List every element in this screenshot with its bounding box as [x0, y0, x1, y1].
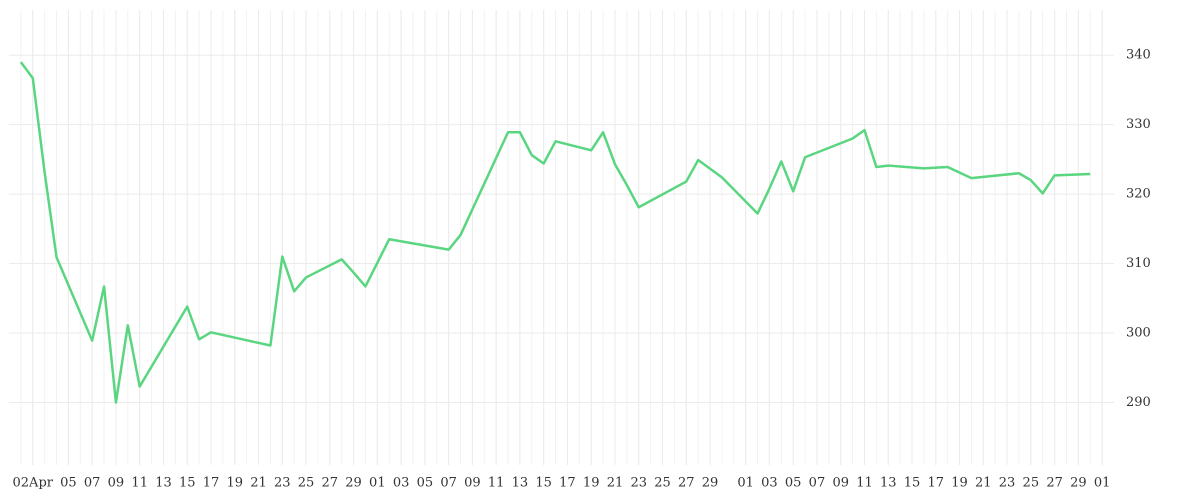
x-tick-label: 01 — [369, 476, 386, 491]
x-tick-label: 15 — [904, 476, 921, 491]
x-tick-label: 19 — [951, 476, 968, 491]
x-tick-label: 23 — [999, 476, 1016, 491]
x-tick-label: 07 — [440, 476, 457, 491]
x-tick-label: 09 — [464, 476, 481, 491]
x-tick-label: 09 — [832, 476, 849, 491]
x-tick-label: 17 — [559, 476, 576, 491]
x-tick-label: 03 — [393, 476, 410, 491]
y-tick-label: 340 — [1126, 48, 1151, 63]
x-tick-label: 02Apr — [13, 476, 54, 491]
x-tick-label: 27 — [678, 476, 695, 491]
x-tick-label: 27 — [1046, 476, 1063, 491]
x-tick-label: 25 — [654, 476, 671, 491]
x-tick-label: 01 — [737, 476, 754, 491]
y-tick-label: 290 — [1126, 395, 1151, 410]
y-tick-label: 310 — [1126, 256, 1151, 271]
x-tick-label: 07 — [809, 476, 826, 491]
x-tick-label: 09 — [108, 476, 125, 491]
y-tick-label: 330 — [1126, 117, 1151, 132]
x-tick-label: 17 — [928, 476, 945, 491]
x-tick-label: 03 — [761, 476, 778, 491]
x-tick-label: 11 — [856, 476, 873, 491]
x-tick-label: 21 — [250, 476, 267, 491]
x-tick-label: 05 — [785, 476, 802, 491]
line — [19, 61, 1091, 404]
x-tick-label: 13 — [880, 476, 897, 491]
x-tick-label: 05 — [417, 476, 434, 491]
x-tick-label: 17 — [203, 476, 220, 491]
x-tick-label: 29 — [345, 476, 362, 491]
x-tick-label: 11 — [131, 476, 148, 491]
x-tick-label: 19 — [226, 476, 243, 491]
x-tick-label: 05 — [60, 476, 77, 491]
x-tick-label: 13 — [155, 476, 172, 491]
x-tick-label: 29 — [1070, 476, 1087, 491]
x-tick-label: 25 — [1023, 476, 1040, 491]
x-tick-label: 01 — [1094, 476, 1111, 491]
x-tick-label: 27 — [322, 476, 339, 491]
x-tick-label: 25 — [298, 476, 315, 491]
x-tick-label: 07 — [84, 476, 101, 491]
x-tick-label: 11 — [488, 476, 505, 491]
x-tick-label: 15 — [179, 476, 196, 491]
x-tick-label: 15 — [535, 476, 552, 491]
x-tick-label: 13 — [512, 476, 529, 491]
x-tick-label: 21 — [975, 476, 992, 491]
x-tick-label: 19 — [583, 476, 600, 491]
x-tick-label: 21 — [607, 476, 624, 491]
y-tick-label: 300 — [1126, 326, 1151, 341]
x-tick-label: 23 — [274, 476, 291, 491]
x-tick-label: 29 — [702, 476, 719, 491]
y-tick-label: 320 — [1126, 187, 1151, 202]
x-tick-label: 23 — [630, 476, 647, 491]
